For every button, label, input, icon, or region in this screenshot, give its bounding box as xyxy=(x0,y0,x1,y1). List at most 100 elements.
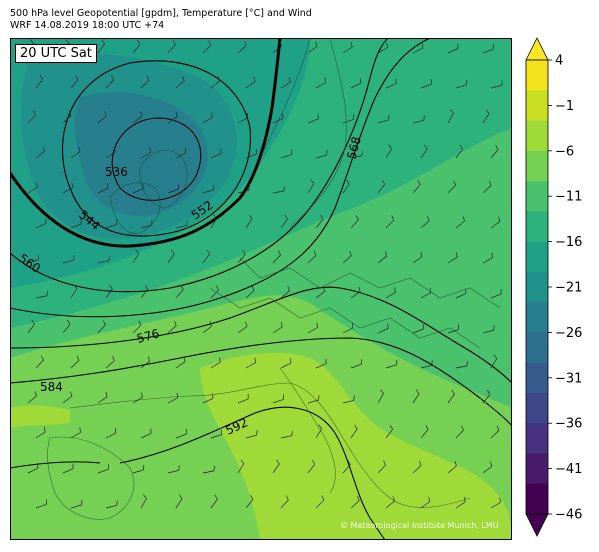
time-label: 20 UTC Sat xyxy=(15,44,97,63)
wind-barb xyxy=(412,460,422,474)
wind-barb xyxy=(140,219,153,229)
wind-barb xyxy=(280,495,289,509)
wind-barb xyxy=(447,461,457,474)
wind-barb xyxy=(245,494,254,509)
credit-text: © Meteorological Institute Munich, LMU xyxy=(340,521,499,530)
wind-barbs xyxy=(27,39,503,509)
coastline-scandinavia xyxy=(259,38,347,229)
wind-barb xyxy=(342,395,355,404)
wind-barb xyxy=(140,75,150,89)
temperature-band-warm-west xyxy=(10,405,70,428)
wind-barb xyxy=(140,284,149,299)
wind-barb xyxy=(245,357,256,369)
wind-barb xyxy=(385,359,398,369)
wind-barb xyxy=(272,459,280,474)
colorbar-swatch xyxy=(526,120,548,152)
wind-barb xyxy=(35,355,44,369)
colorbar-max-arrow xyxy=(525,37,549,61)
chart-title: 500 hPa level Geopotential [gpdm], Tempe… xyxy=(10,8,312,19)
wind-barb xyxy=(210,494,218,509)
wind-barb xyxy=(132,39,141,54)
colorbar-swatch xyxy=(526,60,548,91)
wind-barb xyxy=(447,43,459,54)
wind-barb xyxy=(412,115,425,124)
wind-barb xyxy=(132,464,145,474)
wind-barb xyxy=(105,284,113,299)
wind-barb xyxy=(27,110,37,124)
colorbar-tick-label: −46 xyxy=(555,508,582,523)
colorbar-tick-label: 4 xyxy=(555,54,563,69)
wind-barb xyxy=(70,218,82,229)
colorbar-swatch xyxy=(526,150,548,182)
wind-barb xyxy=(210,214,217,229)
wind-barb xyxy=(62,182,73,194)
wind-barb xyxy=(307,41,318,54)
wind-barb xyxy=(70,146,81,159)
colorbar-swatch xyxy=(526,271,548,303)
wind-barb xyxy=(35,427,46,439)
wind-barb xyxy=(455,288,467,299)
wind-barb xyxy=(202,393,214,404)
colorbar-tick-label: −41 xyxy=(555,462,582,477)
wind-barb xyxy=(482,389,491,404)
wind-barb xyxy=(342,250,352,264)
wind-barb xyxy=(202,321,212,334)
wind-barb xyxy=(377,251,388,264)
wind-barb xyxy=(342,460,351,474)
wind-barb xyxy=(62,391,73,404)
wind-barb xyxy=(210,357,221,369)
wind-barb xyxy=(132,320,142,334)
wind-barb xyxy=(342,179,350,194)
wind-barb xyxy=(412,389,420,404)
wind-barb xyxy=(97,391,108,404)
wind-barb xyxy=(35,499,47,509)
wind-barb xyxy=(307,113,319,124)
wind-barb xyxy=(482,461,493,474)
wind-barb xyxy=(245,214,253,229)
wind-barb xyxy=(455,79,468,89)
coastline-iberia xyxy=(47,436,135,520)
colorbar-min-arrow xyxy=(525,513,549,537)
wind-barb xyxy=(272,394,284,404)
wind-barb xyxy=(280,214,288,229)
wind-barb xyxy=(490,145,499,159)
coastline-mainland xyxy=(69,382,471,508)
wind-barb xyxy=(420,79,432,89)
wind-barb xyxy=(342,322,354,334)
wind-barb xyxy=(315,424,323,439)
wind-barb xyxy=(105,75,114,89)
wind-barb xyxy=(490,425,500,439)
coastline-britain xyxy=(139,149,188,209)
wind-barb xyxy=(377,460,387,474)
wind-barb xyxy=(27,254,40,264)
wind-barb xyxy=(237,459,245,474)
borders xyxy=(209,257,501,349)
wind-barb xyxy=(482,44,494,54)
wind-barb xyxy=(105,147,116,159)
wind-barb xyxy=(350,359,362,369)
temperature-band-warmer xyxy=(200,352,512,540)
wind-barb xyxy=(35,290,49,299)
wind-barb xyxy=(377,42,388,54)
wind-barb xyxy=(350,215,359,229)
wind-barb xyxy=(350,424,358,439)
contour-label-584: 584 xyxy=(40,380,63,394)
colorbar-tick-label: −6 xyxy=(555,144,574,159)
wind-barb xyxy=(482,325,495,334)
wind-barb xyxy=(490,497,501,509)
wind-barb xyxy=(237,40,247,54)
wind-barb xyxy=(385,424,394,439)
wind-barb xyxy=(385,144,393,159)
contour-label-536: 536 xyxy=(105,165,128,179)
wind-barb xyxy=(482,180,492,194)
colorbar-tick-label: −1 xyxy=(555,99,574,114)
wind-barb xyxy=(280,358,292,369)
wind-barb xyxy=(97,183,109,194)
wind-barb xyxy=(455,216,465,229)
wind-barb xyxy=(350,495,360,509)
wind-barb xyxy=(245,76,256,89)
colorbar-tick-label: −16 xyxy=(555,235,582,250)
wind-barb xyxy=(97,111,107,124)
wind-barb xyxy=(272,185,286,194)
wind-barb xyxy=(105,219,117,229)
